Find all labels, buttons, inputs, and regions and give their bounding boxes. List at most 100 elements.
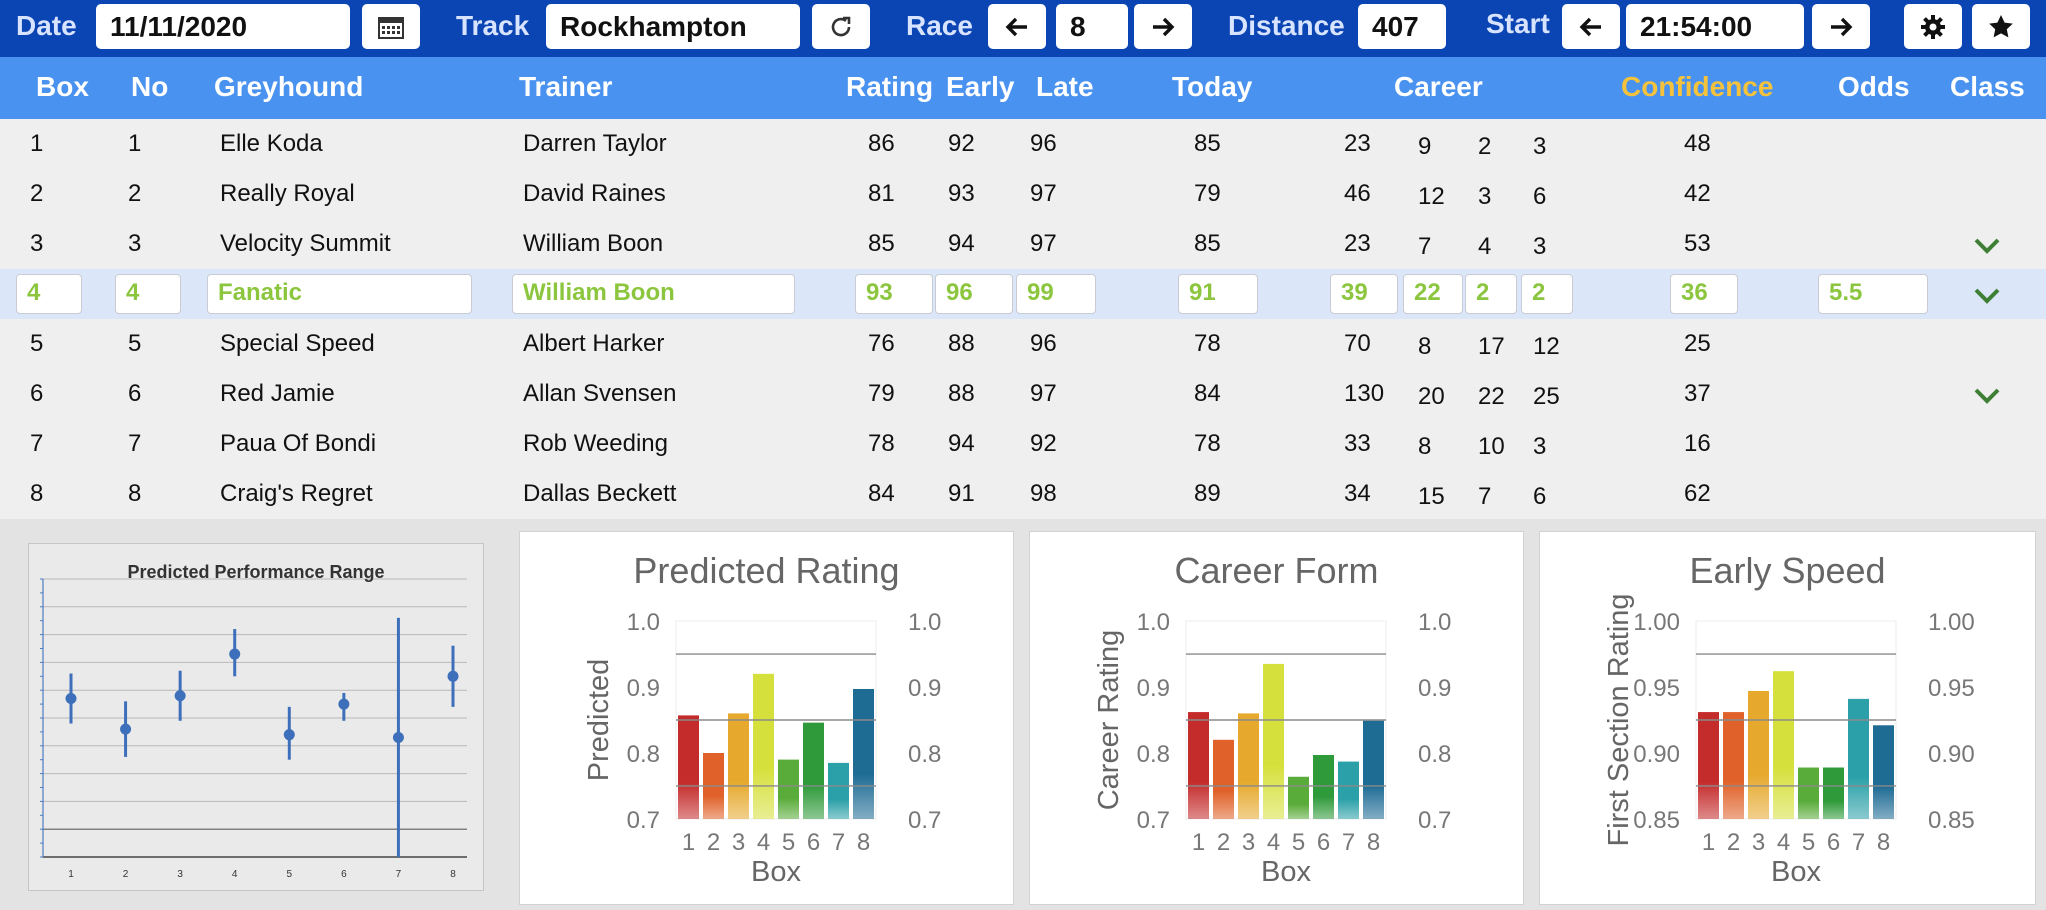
col-trainer[interactable]: Trainer (519, 71, 613, 102)
col-box[interactable]: Box (36, 71, 89, 102)
col-today[interactable]: Today (1172, 71, 1253, 102)
col-career[interactable]: Career (1394, 71, 1483, 102)
cell-today[interactable]: 91 (1178, 274, 1258, 314)
cell-c1[interactable]: 39 (1330, 274, 1398, 314)
cell-c3: 10 (1478, 433, 1505, 460)
cell-c1: 130 (1344, 380, 1385, 407)
bar (1288, 776, 1309, 819)
cell-trainer[interactable]: William Boon (512, 274, 795, 314)
runner-table: 1 1 Elle Koda Darren Taylor 86 92 96 85 23 9 2 3 48 2… (0, 119, 2046, 519)
y-tick-label-right: 0.90 (1928, 741, 1975, 768)
cell-rating: 86 (868, 130, 895, 157)
cell-box: 1 (30, 130, 44, 157)
x-tick-label: 1 (1192, 829, 1205, 856)
race-next-button[interactable] (1134, 4, 1192, 49)
cell-no: 5 (128, 330, 142, 357)
cell-no[interactable]: 4 (115, 274, 181, 314)
distance-field[interactable]: 407 (1358, 4, 1446, 49)
x-tick-label: 8 (857, 829, 870, 856)
col-rating[interactable]: Rating (846, 71, 934, 102)
y-tick-label: 0.7 (1137, 807, 1170, 834)
favorite-button[interactable] (1972, 4, 2030, 49)
col-class[interactable]: Class (1950, 71, 2025, 102)
y-tick-label: 0.9 (627, 675, 660, 702)
table-row[interactable]: 3 3 Velocity Summit William Boon 85 94 97 85 23 7… (0, 219, 2046, 269)
data-point (120, 723, 132, 735)
col-late[interactable]: Late (1036, 71, 1094, 102)
cell-greyhound[interactable]: Fanatic (207, 274, 472, 314)
cell-early[interactable]: 96 (935, 274, 1013, 314)
bar (1213, 739, 1234, 819)
y-axis-label: Career Rating (1093, 630, 1125, 811)
cell-today: 78 (1194, 330, 1221, 357)
y-tick-label: 1.0 (627, 609, 660, 636)
cell-c4: 25 (1533, 383, 1560, 410)
table-row[interactable]: 1 1 Elle Koda Darren Taylor 86 92 96 85 23 9 2 3 48 (0, 119, 2046, 169)
table-row[interactable]: 5 5 Special Speed Albert Harker 76 88 96 78 70 8 1… (0, 319, 2046, 369)
refresh-button[interactable] (812, 4, 870, 49)
bar (1263, 663, 1284, 819)
bar (728, 713, 749, 819)
chart-title: Predicted Rating (633, 550, 900, 591)
settings-button[interactable] (1904, 4, 1962, 49)
col-early[interactable]: Early (946, 71, 1015, 102)
start-next-button[interactable] (1812, 4, 1870, 49)
y-tick-label: 1.00 (1633, 609, 1680, 636)
cell-box[interactable]: 4 (16, 274, 82, 314)
table-row[interactable]: 6 6 Red Jamie Allan Svensen 79 88 97 84 130 20 22 2… (0, 369, 2046, 419)
cell-c4[interactable]: 2 (1521, 274, 1573, 314)
start-prev-button[interactable] (1562, 4, 1620, 49)
cell-late: 92 (1030, 430, 1057, 457)
calendar-button[interactable] (362, 4, 420, 49)
table-row[interactable]: 4 4 Fanatic William Boon 93 96 99 91 39 22 2 2 36 5.5 (0, 269, 2046, 319)
cell-c2: 12 (1418, 183, 1445, 210)
start-time-field[interactable]: 21:54:00 (1626, 4, 1804, 49)
cell-odds[interactable]: 5.5 (1818, 274, 1928, 314)
table-row[interactable]: 2 2 Really Royal David Raines 81 93 97 79 46 12 3 6… (0, 169, 2046, 219)
track-field[interactable]: Rockhampton (546, 4, 800, 49)
bar (1363, 720, 1384, 819)
y-tick-label: 0.85 (1633, 807, 1680, 834)
toolbar: Date 11/11/2020 Track Rockhampton Race 8… (0, 0, 2046, 57)
cell-today: 79 (1194, 180, 1221, 207)
cell-c4: 6 (1533, 183, 1547, 210)
cell-rating[interactable]: 93 (855, 274, 933, 314)
col-greyhound[interactable]: Greyhound (214, 71, 364, 102)
cell-c2: 8 (1418, 433, 1432, 460)
cell-rating: 79 (868, 380, 895, 407)
cell-c2[interactable]: 22 (1403, 274, 1463, 314)
early-speed-panel: Early Speed 1.00 1.00 0.95 0.95 0.90 0.90 0.85… (1539, 531, 2036, 905)
cell-box: 6 (30, 380, 44, 407)
cell-no: 3 (128, 230, 142, 257)
cell-late[interactable]: 99 (1016, 274, 1096, 314)
y-tick-label-right: 1.0 (1418, 609, 1451, 636)
col-no[interactable]: No (131, 71, 169, 102)
cell-confidence[interactable]: 36 (1670, 274, 1738, 314)
cell-confidence: 53 (1684, 230, 1711, 257)
date-field[interactable]: 11/11/2020 (96, 4, 350, 49)
y-tick-label-right: 0.85 (1928, 807, 1975, 834)
race-prev-button[interactable] (988, 4, 1046, 49)
bar (778, 759, 799, 819)
cell-confidence: 37 (1684, 380, 1711, 407)
y-tick-label-right: 1.00 (1928, 609, 1975, 636)
y-tick-label-right: 0.8 (908, 741, 941, 768)
refresh-icon (831, 16, 851, 36)
cell-c2: 20 (1418, 383, 1445, 410)
cell-confidence: 62 (1684, 480, 1711, 507)
race-field[interactable]: 8 (1056, 4, 1128, 49)
col-confidence[interactable]: Confidence (1621, 71, 1774, 102)
col-odds[interactable]: Odds (1838, 71, 1910, 102)
bar (853, 688, 874, 819)
cell-early: 92 (948, 130, 975, 157)
early-speed-chart: 1.00 1.00 0.95 0.95 0.90 0.90 0.85 0.85 1 2 3 4 5 6 7 8… (1603, 593, 1975, 888)
cell-c3[interactable]: 2 (1465, 274, 1517, 314)
cell-greyhound: Velocity Summit (220, 230, 391, 257)
x-tick-label: 4 (757, 829, 770, 856)
cell-trainer: William Boon (523, 230, 664, 257)
table-row[interactable]: 7 7 Paua Of Bondi Rob Weeding 78 94 92 78 33 8 10 3… (0, 419, 2046, 469)
cell-confidence: 25 (1684, 330, 1711, 357)
x-tick-label: 4 (1777, 829, 1790, 856)
table-row[interactable]: 8 8 Craig's Regret Dallas Beckett 84 91 98 89 34… (0, 469, 2046, 519)
